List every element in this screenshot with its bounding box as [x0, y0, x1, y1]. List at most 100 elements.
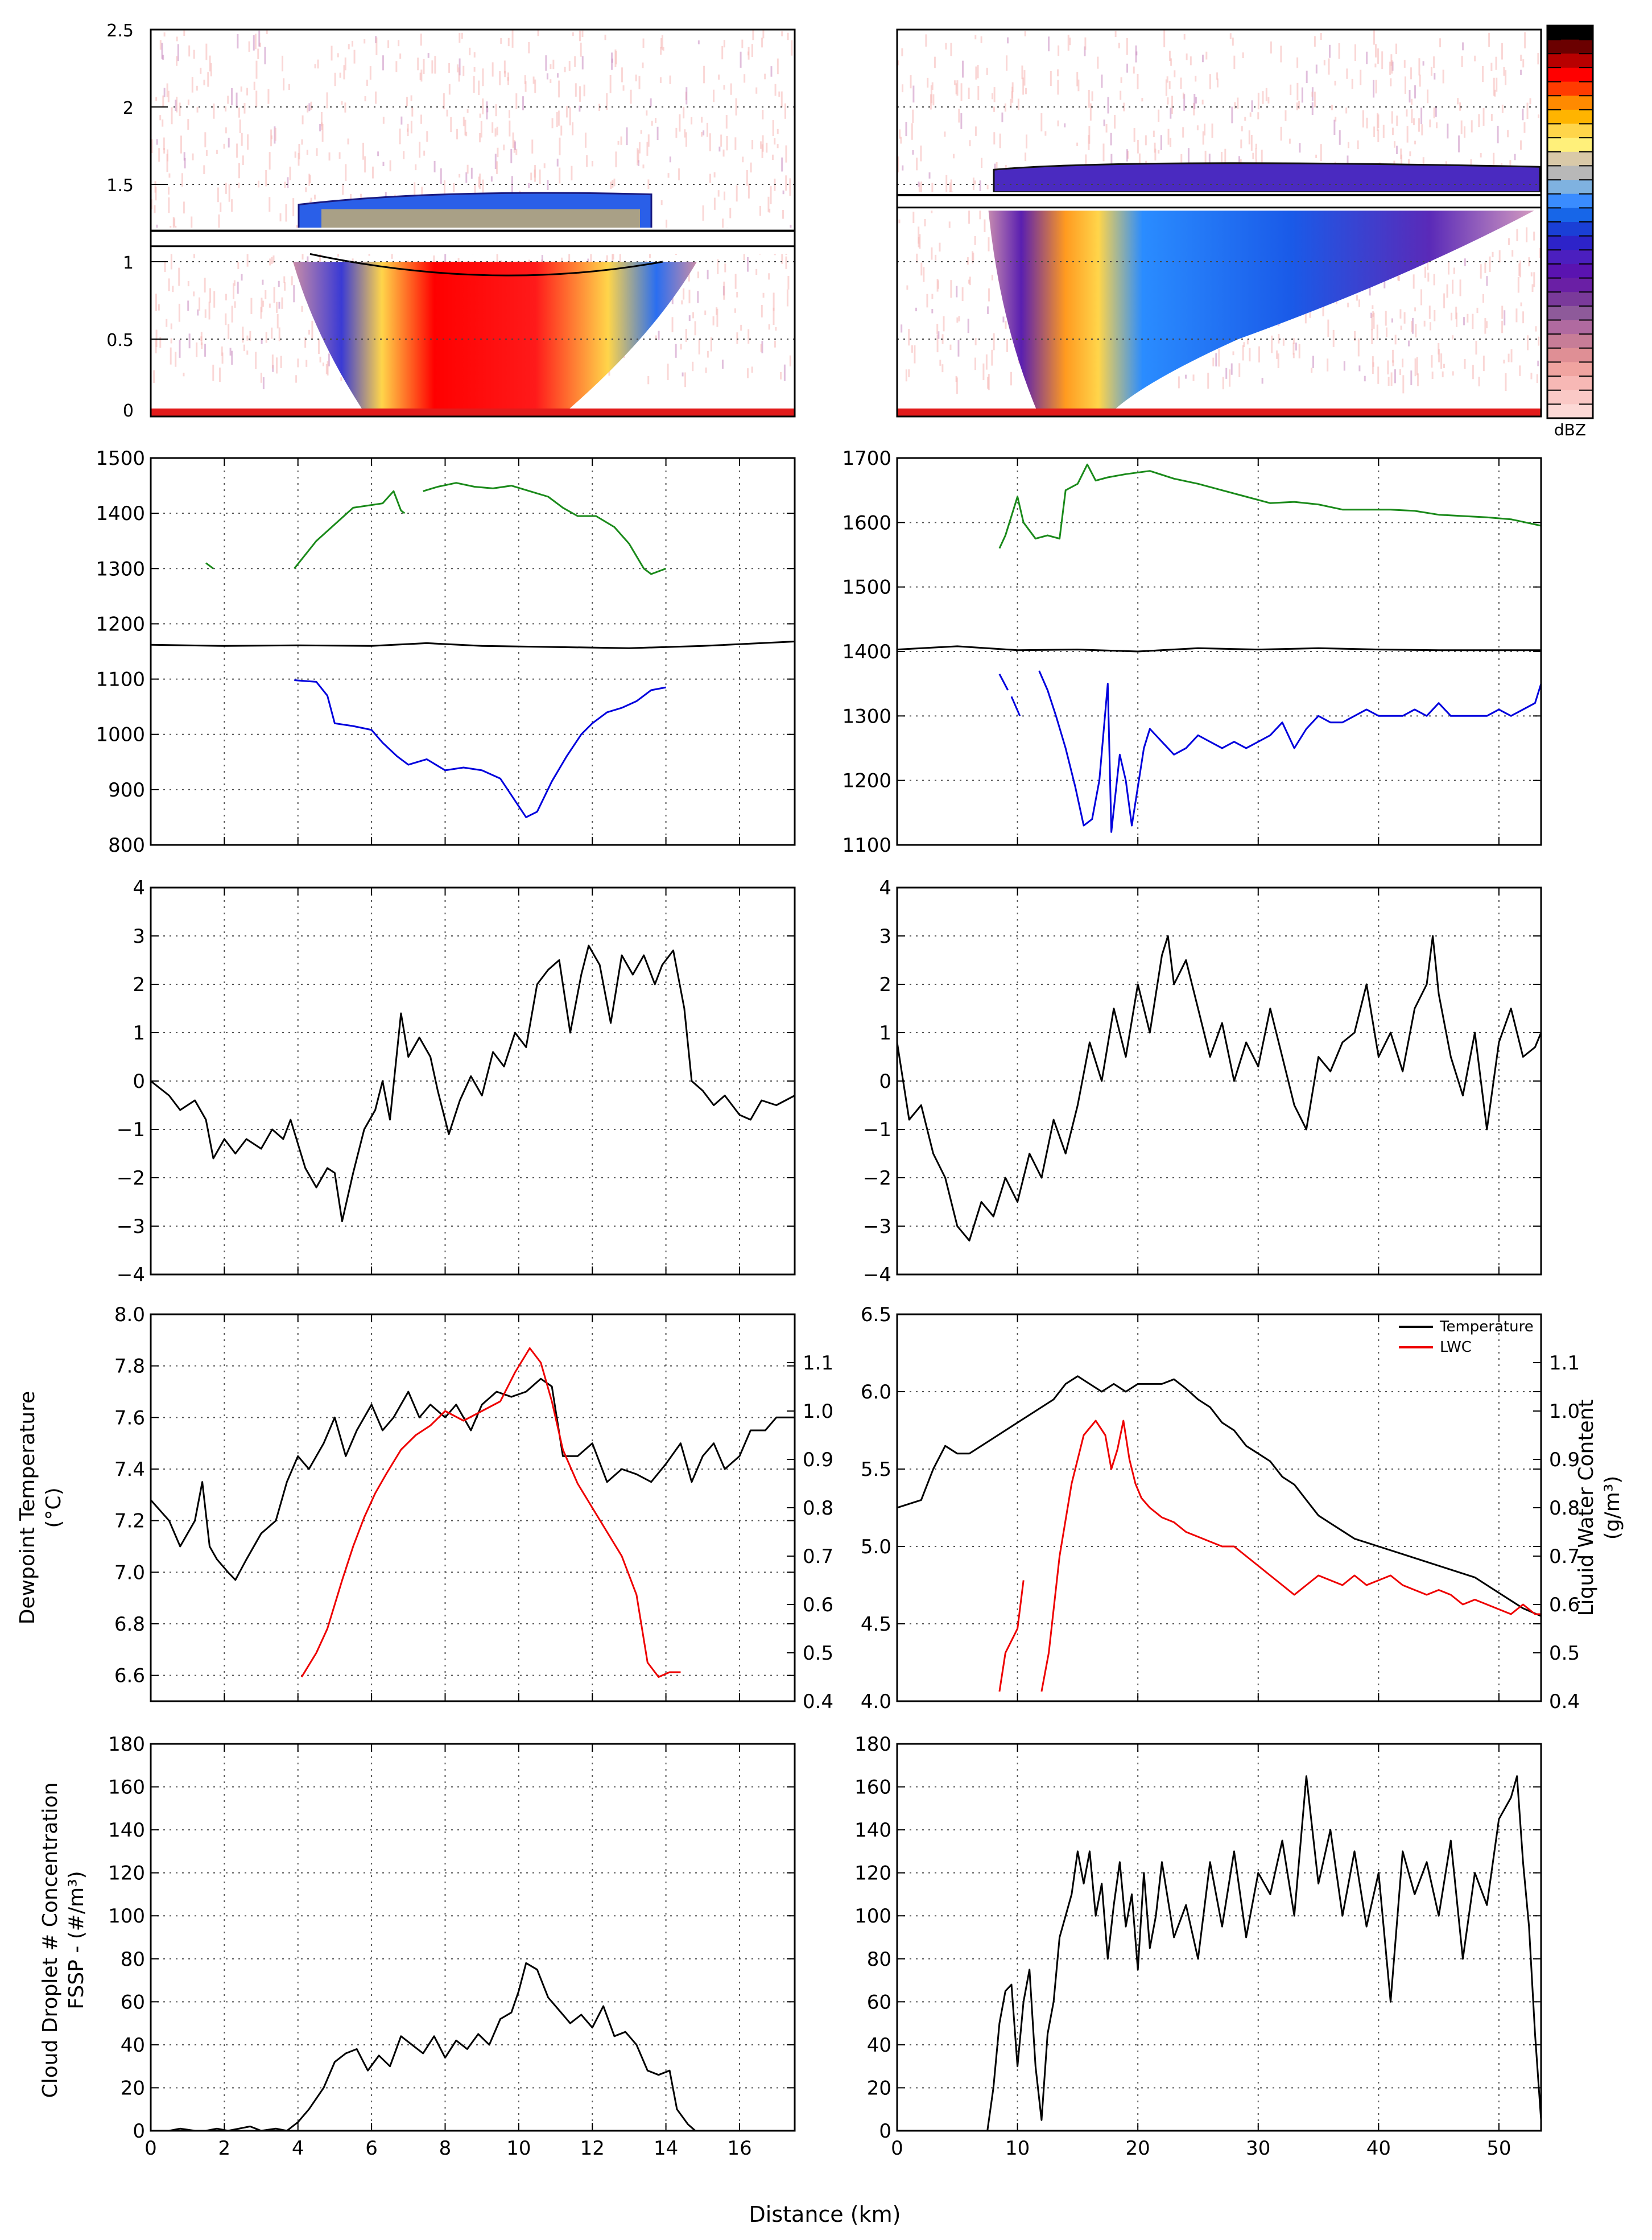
- y-tick-label: 120: [108, 1862, 145, 1885]
- series-line-red: [1040, 1420, 1541, 1692]
- y2-tick-label: 0.7: [803, 1545, 833, 1568]
- series-line-black: [151, 641, 795, 649]
- panel-frame: [896, 1313, 1542, 1702]
- panel-frame: [150, 886, 796, 1276]
- y-tick-label: 20: [867, 2077, 891, 2099]
- radar-gap: [151, 228, 795, 254]
- colorbar-swatch: [1547, 151, 1593, 166]
- y-tick-label: 160: [108, 1776, 145, 1799]
- y-tick-label: 7.6: [114, 1406, 145, 1429]
- radar-echo-top: [993, 162, 1541, 193]
- y-tick-label: 40: [867, 2034, 891, 2057]
- x-tick-label: 8: [439, 2137, 452, 2160]
- y-tick-label: 1: [133, 1022, 145, 1045]
- y-tick-label: 1: [879, 1022, 891, 1045]
- series-line-black: [151, 1962, 696, 2131]
- y-tick-label: 0: [879, 1070, 891, 1093]
- x-tick-label: 16: [727, 2137, 751, 2160]
- panel-heights-left: 800 900 1000 1100 1200 1300 1400 1500: [96, 447, 795, 857]
- colorbar-swatch: [1547, 348, 1593, 362]
- y2-axis-label-lwc-line: Liquid Water Content: [1575, 1399, 1598, 1616]
- y-tick-label: 0: [133, 1070, 145, 1093]
- y-tick-label: 6.6: [114, 1665, 145, 1688]
- y-tick-label: 0: [133, 2120, 145, 2143]
- y-tick-label: 80: [867, 1948, 891, 1971]
- y2-tick-label: 0.6: [803, 1594, 833, 1616]
- y-tick-label: 1100: [842, 834, 891, 857]
- radar-ground-return: [897, 409, 1541, 416]
- y-tick-label: 7.8: [114, 1355, 145, 1378]
- series-line-green: [205, 562, 214, 570]
- y-tick-label: −1: [863, 1119, 891, 1141]
- y-tick-label: 1: [123, 253, 134, 273]
- panel-frame: [150, 1743, 796, 2132]
- y-tick-label: 4: [879, 877, 891, 900]
- x-tick-label: 40: [1366, 2137, 1391, 2160]
- x-tick-label: 50: [1486, 2137, 1511, 2160]
- colorbar-swatch: [1547, 306, 1593, 320]
- series-line-black: [986, 1775, 1541, 2131]
- y-tick-label: 1200: [842, 770, 891, 793]
- y-tick-label: 1400: [96, 502, 145, 525]
- y-tick-label: −1: [117, 1119, 145, 1141]
- y-axis-label-droplets-line: Cloud Droplet # Concentration: [39, 1783, 62, 2098]
- colorbar-label: dBZ: [1554, 420, 1586, 439]
- colorbar-swatch: [1547, 334, 1593, 349]
- radar-ground-return: [151, 409, 795, 416]
- colorbar: dBZ: [1546, 24, 1594, 439]
- y-tick-label: 3: [879, 925, 891, 948]
- x-tick-label: 20: [1126, 2137, 1150, 2160]
- x-tick-label: 0: [144, 2137, 157, 2160]
- series-line-black: [151, 944, 795, 1222]
- y-tick-label: 60: [867, 1991, 891, 2014]
- y-tick-label: −4: [117, 1264, 145, 1286]
- y-tick-label: 140: [854, 1819, 891, 1842]
- y-tick-label: 3: [133, 925, 145, 948]
- panel-radar-left: 0 0.5 1 1.5 2 2.5: [106, 21, 795, 421]
- y-tick-label: 6.8: [114, 1613, 145, 1636]
- colorbar-swatch: [1547, 250, 1593, 265]
- y-tick-label: 1500: [842, 576, 891, 599]
- x-tick-label: 12: [580, 2137, 605, 2160]
- colorbar-swatch: [1547, 26, 1593, 40]
- radar-image: [151, 30, 795, 416]
- series-line-black: [897, 935, 1541, 1241]
- x-tick-label: 4: [292, 2137, 304, 2160]
- colorbar-swatch: [1547, 292, 1593, 307]
- colorbar-swatch: [1547, 208, 1593, 222]
- y2-tick-label: 0.7: [1549, 1545, 1580, 1568]
- y2-tick-label: 0.8: [1549, 1497, 1580, 1520]
- y-tick-label: 4.5: [861, 1613, 891, 1636]
- y2-axis-label-lwc: Liquid Water Content (g/m³): [1575, 1399, 1624, 1616]
- x-tick-label: 6: [365, 2137, 378, 2160]
- y-axis-label-dewpoint-line: Dewpoint Temperature: [16, 1391, 39, 1625]
- y-tick-label: 60: [121, 1991, 145, 2014]
- y-tick-label: 7.2: [114, 1510, 145, 1533]
- radar-image: [897, 30, 1541, 416]
- radar-echo-core: [988, 207, 1540, 416]
- y-tick-label: −3: [117, 1215, 145, 1238]
- y-axis-label-droplets: Cloud Droplet # Concentration FSSP - (#/m…: [39, 1783, 88, 2098]
- y-tick-label: 1400: [842, 641, 891, 663]
- x-tick-label: 30: [1246, 2137, 1270, 2160]
- y-tick-label: 1300: [96, 558, 145, 580]
- colorbar-swatch: [1547, 390, 1593, 405]
- y-tick-label: 800: [108, 834, 145, 857]
- colorbar-swatch: [1547, 96, 1593, 110]
- colorbar-swatch: [1547, 404, 1593, 419]
- series-line-black: [897, 1375, 1541, 1617]
- y-tick-label: 120: [854, 1862, 891, 1885]
- y2-tick-label: 1.1: [1549, 1352, 1580, 1375]
- colorbar-swatch: [1547, 362, 1593, 377]
- panel-droplets-right: 0 10 20 30 40 50 0 20 40 60 80 100 120 140 160 180: [854, 1733, 1541, 2160]
- series-line-blue: [1010, 696, 1021, 716]
- series-line-black: [151, 1377, 795, 1581]
- y-tick-label: 1.5: [106, 176, 134, 196]
- radar-echo-core: [293, 262, 697, 416]
- x-tick-label: 2: [218, 2137, 231, 2160]
- y2-tick-label: 0.5: [1549, 1642, 1580, 1665]
- legend-label: Temperature: [1439, 1318, 1534, 1335]
- colorbar-swatch: [1547, 81, 1593, 96]
- y-tick-label: 1000: [96, 724, 145, 746]
